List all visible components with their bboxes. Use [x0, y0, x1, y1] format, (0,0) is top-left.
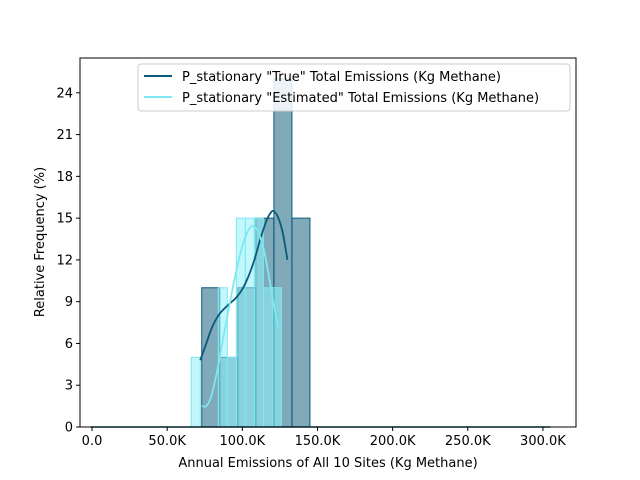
y-tick-label-7: 21: [56, 128, 73, 143]
y-tick-label-1: 3: [65, 379, 73, 394]
bar-estimated-4: [226, 356, 237, 428]
kde-line-true: [199, 209, 289, 361]
bar-true-5: [291, 217, 311, 428]
legend-label-estimated: P_stationary "Estimated" Total Emissions…: [182, 91, 539, 106]
kde-line-estimated: [201, 225, 280, 408]
plot-frame: [79, 57, 577, 428]
y-axis-label: Relative Frequency (%): [33, 167, 48, 317]
x-tick-label-4: 200.0K: [370, 434, 416, 449]
y-tick-label-5: 15: [56, 212, 73, 227]
x-axis: 0.0 50.0K 100.0K 150.0K 200.0K 250.0K 300.0K: [82, 427, 566, 449]
x-tick-label-6: 300.0K: [520, 434, 566, 449]
bar-estimated-0: [190, 356, 201, 428]
bar-estimated-8: [262, 287, 273, 428]
x-axis-label: Annual Emissions of All 10 Sites (Kg Met…: [178, 456, 477, 471]
x-tick-label-3: 150.0K: [295, 434, 341, 449]
legend-box: [137, 63, 571, 112]
y-tick-label-8: 24: [56, 86, 73, 101]
x-tick-label-2: 100.0K: [219, 434, 265, 449]
bar-estimated-7: [253, 217, 264, 428]
x-tick-label-1: 50.0K: [148, 434, 186, 449]
legend-label-true: P_stationary "True" Total Emissions (Kg …: [182, 70, 501, 85]
x-tick-label-5: 250.0K: [445, 434, 491, 449]
y-tick-label-6: 18: [56, 170, 73, 185]
y-axis: 0 3 6 9 12 15 18 21 24: [56, 86, 80, 436]
y-tick-label-3: 9: [65, 295, 73, 310]
y-tick-label-2: 6: [65, 337, 73, 352]
plot-area: [90, 78, 551, 428]
legend: P_stationary "True" Total Emissions (Kg …: [137, 63, 571, 112]
y-tick-label-0: 0: [65, 421, 73, 436]
x-tick-label-0: 0.0: [82, 434, 103, 449]
bar-estimated-6: [244, 217, 255, 428]
y-tick-label-4: 12: [56, 253, 73, 268]
